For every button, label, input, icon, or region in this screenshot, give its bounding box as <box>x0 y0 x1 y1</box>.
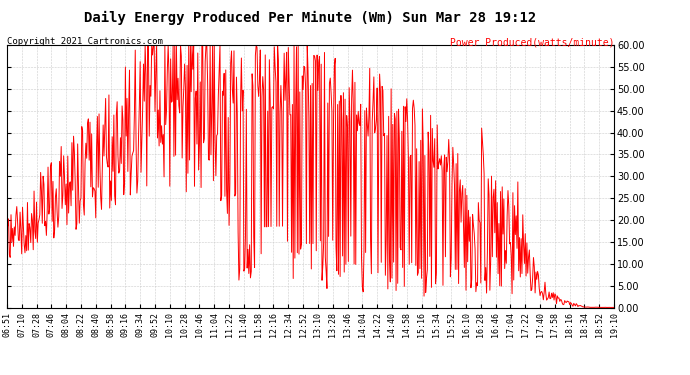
Text: Power Produced(watts/minute): Power Produced(watts/minute) <box>450 38 614 48</box>
Text: Copyright 2021 Cartronics.com: Copyright 2021 Cartronics.com <box>7 38 163 46</box>
Text: Daily Energy Produced Per Minute (Wm) Sun Mar 28 19:12: Daily Energy Produced Per Minute (Wm) Su… <box>84 11 537 26</box>
